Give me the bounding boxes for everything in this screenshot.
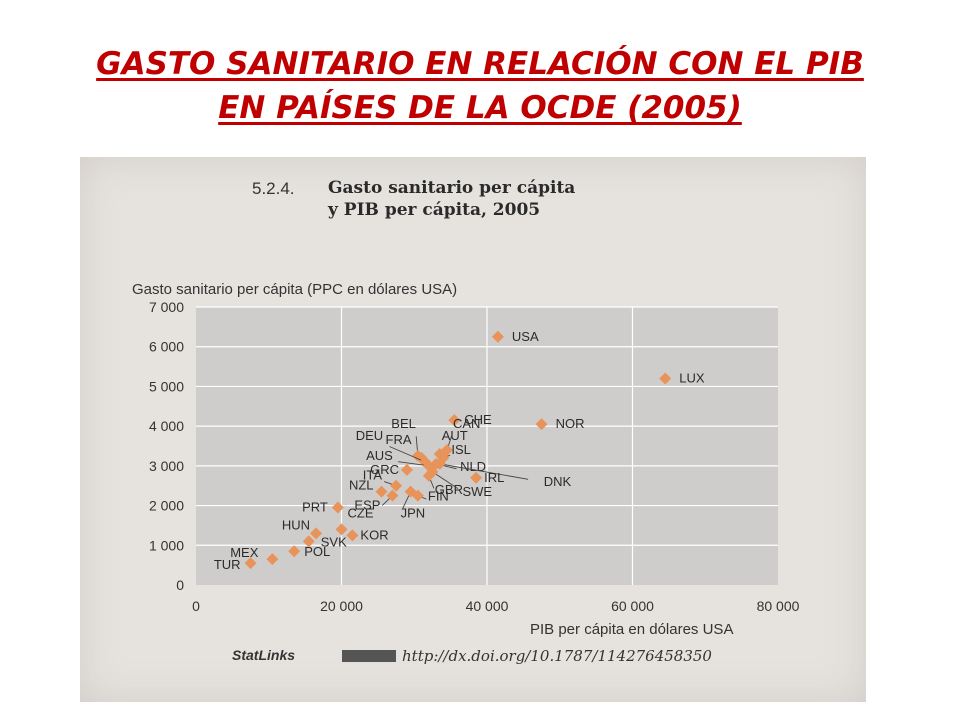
data-point-svk — [302, 535, 315, 548]
data-point-nzl — [375, 485, 388, 498]
y-tick-label: 4 000 — [149, 418, 184, 434]
point-label: KOR — [360, 527, 388, 542]
source-url[interactable]: http://dx.doi.org/10.1787/114276458350 — [402, 647, 712, 665]
point-label: NLD — [460, 459, 486, 474]
statlinks-logo — [342, 650, 396, 662]
data-point-che — [448, 414, 461, 427]
figure-title-line1: Gasto sanitario per cápita — [328, 178, 576, 198]
y-tick-label: 7 000 — [149, 299, 184, 315]
data-point-jpn — [404, 485, 417, 498]
point-label: GRC — [370, 462, 399, 477]
figure-title: Gasto sanitario per cápita y PIB per cáp… — [328, 177, 575, 221]
y-tick-label: 0 — [176, 577, 184, 593]
data-point-pol — [288, 545, 301, 558]
x-axis-label: PIB per cápita en dólares USA — [530, 621, 734, 638]
point-label: ESP — [354, 498, 380, 513]
point-label: LUX — [679, 370, 705, 385]
data-point-irl — [470, 471, 483, 484]
data-point-swe — [426, 465, 439, 478]
data-point-grc — [400, 463, 413, 476]
data-point-nor — [535, 418, 548, 431]
x-tick-label: 20 000 — [320, 598, 363, 614]
point-label: IRL — [484, 470, 504, 485]
x-tick-label: 60 000 — [611, 598, 654, 614]
point-label: CAN — [453, 416, 480, 431]
leader-line — [389, 446, 426, 463]
data-point-kor — [346, 529, 359, 542]
x-tick-label: 0 — [192, 598, 200, 614]
y-axis-label: Gasto sanitario per cápita (PPC en dólar… — [132, 281, 458, 298]
data-point-prt — [331, 501, 344, 514]
point-label: CHE — [464, 412, 492, 427]
leader-line — [439, 463, 529, 480]
point-label: ISL — [451, 442, 471, 457]
point-label: CZE — [348, 505, 374, 520]
point-label: FRA — [386, 432, 412, 447]
point-label: ITA — [363, 468, 383, 483]
x-tick-label: 40 000 — [466, 598, 509, 614]
point-label: SVK — [321, 534, 347, 549]
figure-title-line2: y PIB per cápita, 2005 — [328, 200, 541, 220]
data-point-mex — [266, 553, 279, 566]
slide-title-line1: GASTO SANITARIO EN RELACIÓN CON EL PIB — [96, 46, 864, 82]
point-label: USA — [512, 329, 539, 344]
figure-number: 5.2.4. — [252, 179, 295, 198]
y-tick-label: 2 000 — [149, 498, 184, 514]
point-label: SWE — [462, 484, 492, 499]
data-point-ita — [390, 479, 403, 492]
data-point-esp — [386, 489, 399, 502]
scatter-chart: 0 1 000 2 000 3 000 4 000 5 000 6 000 7 000 0 20 … — [149, 299, 800, 614]
point-label: MEX — [230, 545, 259, 560]
point-label: DEU — [356, 428, 383, 443]
data-point-usa — [491, 330, 504, 343]
point-label: POL — [304, 544, 330, 559]
data-point-cze — [335, 523, 348, 536]
slide-title-line2: EN PAÍSES DE LA OCDE (2005) — [218, 90, 742, 126]
point-label: PRT — [302, 500, 328, 515]
point-label: GBR — [435, 482, 463, 497]
point-label: DNK — [544, 474, 572, 489]
scanned-figure: 5.2.4. Gasto sanitario per cápita y PIB … — [80, 157, 866, 702]
y-tick-label: 6 000 — [149, 339, 184, 355]
slide-title: GASTO SANITARIO EN RELACIÓN CON EL PIB E… — [60, 42, 900, 130]
data-point-hun — [310, 527, 323, 540]
y-tick-label: 5 000 — [149, 378, 184, 394]
point-label: NOR — [556, 416, 585, 431]
point-label: HUN — [282, 517, 310, 532]
point-label: TUR — [214, 557, 241, 572]
leader-line — [432, 471, 459, 489]
data-point-dnk — [433, 457, 446, 470]
data-point-tur — [244, 557, 257, 570]
point-label: NZL — [349, 478, 374, 493]
point-label: AUT — [442, 428, 468, 443]
x-tick-label: 80 000 — [757, 598, 800, 614]
point-label: BEL — [391, 416, 416, 431]
statlinks-label: StatLinks — [232, 647, 296, 663]
data-point-lux — [659, 372, 672, 385]
point-label: AUS — [366, 448, 393, 463]
point-label: JPN — [401, 506, 426, 521]
y-tick-label: 1 000 — [149, 537, 184, 553]
y-tick-label: 3 000 — [149, 458, 184, 474]
point-label: FIN — [428, 489, 449, 504]
